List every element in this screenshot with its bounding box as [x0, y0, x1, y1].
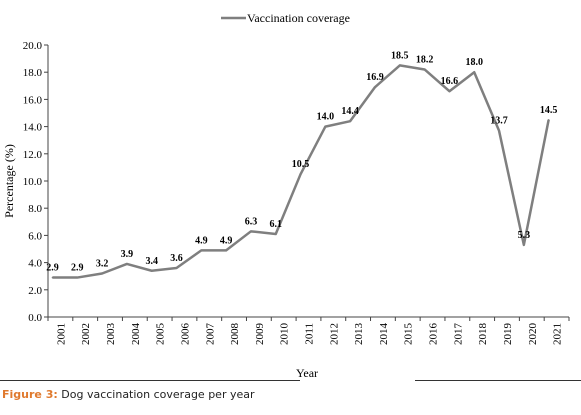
data-point — [76, 276, 79, 279]
data-label: 6.3 — [245, 216, 258, 227]
data-label: 4.9 — [220, 235, 233, 246]
x-tick-label: 2021 — [552, 323, 564, 345]
data-point — [299, 173, 302, 175]
data-point — [175, 267, 178, 269]
x-axis-ticks: 2001 2002 2003 2004 2005 2006 2007 2008 2009 2010… — [47, 317, 570, 346]
x-tick-label: 2004 — [130, 323, 142, 346]
series-vaccination-coverage — [51, 64, 550, 279]
legend-label: Vaccination coverage — [247, 11, 350, 25]
data-label: 16.9 — [366, 72, 384, 83]
data-point — [51, 276, 54, 279]
x-tick-label: 2019 — [502, 323, 514, 346]
data-label: 10.5 — [292, 159, 310, 170]
x-tick-label: 2014 — [378, 323, 390, 346]
x-tick-label: 2012 — [328, 323, 340, 345]
y-tick-label: 0.0 — [28, 312, 42, 324]
data-label: 14.5 — [540, 105, 558, 116]
x-tick-label: 2009 — [254, 323, 266, 346]
data-point — [547, 119, 550, 121]
series-line — [52, 64, 550, 279]
data-labels: 2.9 2.9 3.2 3.9 3.4 3.6 4.9 4.9 6.3 6.1 10.5 14.0 14… — [46, 50, 557, 273]
data-label: 14.0 — [317, 112, 335, 123]
x-tick-label: 2001 — [55, 323, 67, 345]
x-tick-label: 2007 — [204, 323, 216, 346]
y-tick-label: 2.0 — [28, 285, 42, 297]
data-label: 3.9 — [121, 249, 134, 260]
data-point — [423, 68, 426, 71]
data-label: 2.9 — [46, 263, 59, 274]
data-label: 3.4 — [145, 256, 158, 267]
x-tick-label: 2008 — [229, 323, 241, 346]
data-label: 18.2 — [416, 54, 434, 65]
x-tick-label: 2018 — [477, 323, 489, 346]
data-point — [374, 86, 376, 88]
y-axis-title: Percentage (%) — [2, 144, 16, 218]
data-label: 13.7 — [490, 116, 508, 127]
legend: Vaccination coverage — [221, 11, 350, 25]
x-tick-label: 2020 — [527, 323, 539, 346]
x-tick-label: 2011 — [304, 323, 316, 345]
data-point — [523, 244, 525, 246]
data-point — [498, 129, 500, 132]
y-tick-label: 16.0 — [23, 94, 43, 106]
data-label: 3.2 — [96, 258, 109, 269]
caption-rule-right — [415, 380, 581, 381]
y-tick-label: 12.0 — [23, 149, 43, 161]
y-tick-label: 8.0 — [28, 203, 42, 215]
x-tick-label: 2002 — [80, 323, 92, 345]
data-label: 4.9 — [195, 235, 208, 246]
figure-label: Figure 3: — [2, 388, 58, 401]
x-tick-label: 2017 — [452, 323, 464, 346]
figure-caption: Figure 3: Dog vaccination coverage per y… — [2, 388, 255, 401]
data-point — [200, 249, 203, 252]
x-tick-label: 2015 — [403, 323, 415, 346]
y-tick-label: 6.0 — [28, 230, 42, 242]
data-point — [448, 90, 451, 93]
x-tick-label: 2013 — [353, 323, 365, 346]
data-point — [324, 125, 327, 128]
data-label: 14.4 — [341, 106, 359, 117]
axes — [47, 45, 569, 318]
data-label: 16.6 — [441, 76, 459, 87]
x-tick-label: 2006 — [179, 323, 191, 346]
x-axis-title: Year — [296, 366, 318, 380]
y-tick-label: 14.0 — [23, 122, 43, 134]
x-tick-label: 2005 — [155, 323, 167, 346]
data-point — [101, 272, 103, 275]
data-label: 18.0 — [465, 57, 483, 68]
x-tick-label: 2003 — [105, 323, 117, 346]
data-point — [398, 64, 401, 67]
data-point — [473, 71, 476, 73]
data-label: 3.6 — [170, 253, 183, 264]
data-point — [126, 263, 128, 265]
x-tick-label: 2016 — [428, 323, 440, 346]
data-point — [349, 120, 351, 122]
y-tick-label: 10.0 — [23, 176, 43, 188]
data-point — [274, 233, 277, 235]
data-point — [150, 269, 153, 272]
caption-rule-left — [0, 380, 300, 381]
figure-caption-text: Dog vaccination coverage per year — [57, 388, 255, 401]
y-axis-ticks: 0.0 2.0 4.0 6.0 8.0 10.0 12.0 14.0 16.0 18.0 20.0 — [23, 40, 48, 324]
data-label: 5.3 — [518, 230, 531, 241]
data-point — [225, 249, 227, 252]
data-label: 18.5 — [391, 50, 409, 61]
y-tick-label: 18.0 — [23, 67, 43, 79]
y-tick-label: 20.0 — [23, 40, 43, 52]
data-point — [250, 230, 252, 233]
x-tick-label: 2010 — [279, 323, 291, 346]
data-label: 6.1 — [270, 219, 283, 230]
y-tick-label: 4.0 — [28, 258, 42, 270]
data-label: 2.9 — [71, 263, 84, 274]
